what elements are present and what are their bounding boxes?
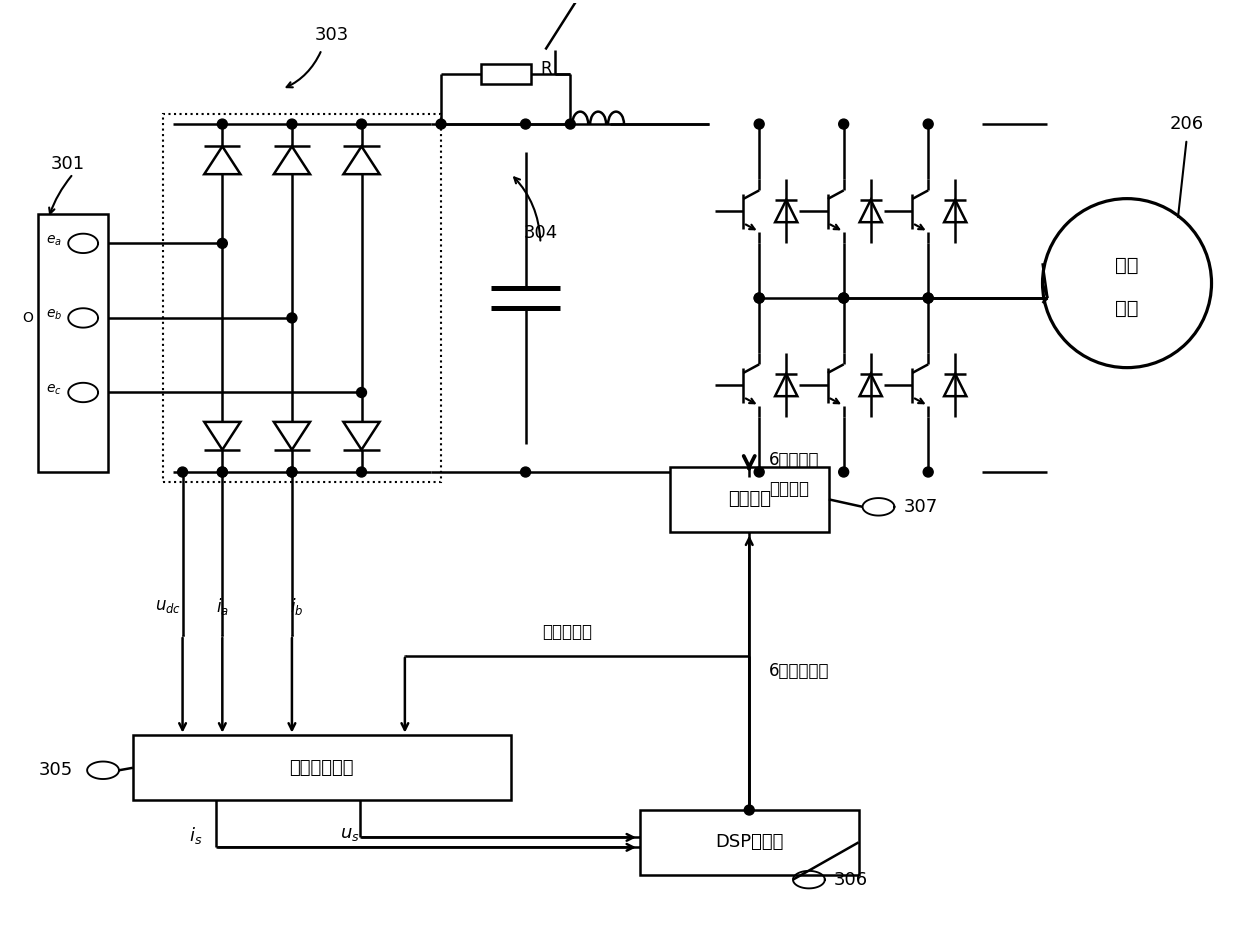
Circle shape [565,119,575,129]
Circle shape [924,293,934,303]
Text: $i_b$: $i_b$ [290,596,304,617]
Circle shape [744,805,754,815]
Text: 电压电流采样: 电压电流采样 [289,759,353,777]
Circle shape [838,467,848,477]
Circle shape [357,387,367,398]
Text: 驱动脉冲: 驱动脉冲 [769,481,810,499]
Text: 电机: 电机 [1115,299,1138,317]
Bar [38,213,108,472]
Circle shape [217,238,227,248]
Circle shape [754,119,764,129]
Circle shape [217,467,227,477]
Circle shape [217,467,227,477]
Text: $u_{dc}$: $u_{dc}$ [155,597,181,615]
Text: 307: 307 [903,498,937,516]
Text: 6路逆变器: 6路逆变器 [769,450,820,468]
Text: O: O [22,311,33,325]
Circle shape [924,293,934,303]
Text: 206: 206 [1169,115,1204,133]
Circle shape [217,119,227,129]
Circle shape [754,293,764,303]
Bar [640,810,858,875]
Bar [162,114,441,482]
Circle shape [357,119,367,129]
Text: $i_a$: $i_a$ [216,596,229,617]
Text: 305: 305 [38,762,73,780]
Circle shape [357,467,367,477]
Circle shape [838,293,848,303]
Text: 三相占空比: 三相占空比 [542,623,593,641]
Text: $e_c$: $e_c$ [46,383,62,397]
Circle shape [286,119,296,129]
Text: 303: 303 [315,26,348,44]
Text: DSP控制器: DSP控制器 [715,833,784,851]
Circle shape [754,467,764,477]
Text: 6路开关信号: 6路开关信号 [769,662,830,680]
Circle shape [286,467,296,477]
Circle shape [924,467,934,477]
Circle shape [177,467,187,477]
Circle shape [521,467,531,477]
Bar [670,467,828,531]
Text: $\boldsymbol{u_s}$: $\boldsymbol{u_s}$ [340,825,360,843]
Circle shape [924,119,934,129]
Text: $e_b$: $e_b$ [46,307,63,322]
Circle shape [286,467,296,477]
Circle shape [521,119,531,129]
Text: $e_a$: $e_a$ [46,233,62,248]
Text: R: R [541,60,552,78]
Text: 驱动电路: 驱动电路 [728,490,771,508]
Text: 异步: 异步 [1115,256,1138,275]
Text: 306: 306 [833,871,868,888]
Text: $\boldsymbol{i_s}$: $\boldsymbol{i_s}$ [190,825,203,846]
Circle shape [754,293,764,303]
Bar [133,736,511,800]
Circle shape [436,119,446,129]
Circle shape [838,293,848,303]
Text: 301: 301 [51,155,86,173]
Circle shape [286,313,296,323]
Circle shape [838,119,848,129]
Text: 304: 304 [523,225,558,243]
Bar [481,65,531,85]
